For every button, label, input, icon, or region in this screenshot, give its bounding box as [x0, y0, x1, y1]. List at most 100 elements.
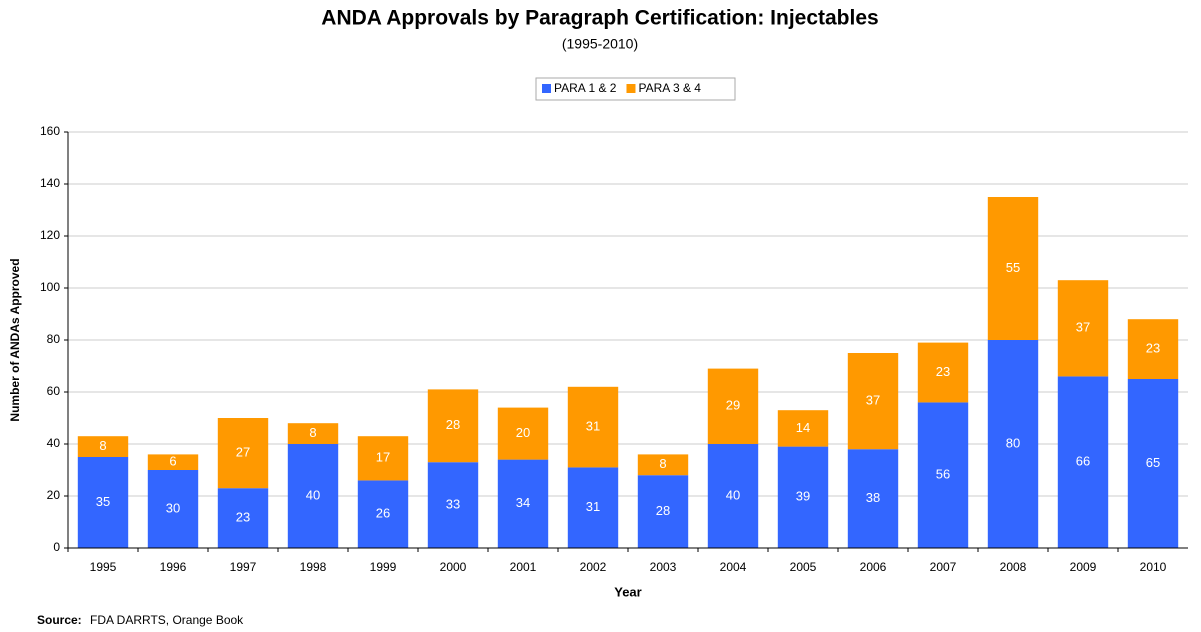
x-tick-label: 2009	[1070, 560, 1097, 574]
y-tick-label: 140	[40, 176, 60, 190]
bar-segment	[777, 446, 829, 548]
bar-segment	[707, 368, 759, 444]
x-tick-label: 2004	[720, 560, 747, 574]
data-label: 14	[796, 420, 810, 435]
x-tick-label: 2001	[510, 560, 537, 574]
bar-segment	[1057, 280, 1109, 377]
data-label: 40	[306, 487, 320, 502]
x-tick-label: 2008	[1000, 560, 1027, 574]
source: FDA DARRTS, Orange Book	[90, 613, 244, 627]
x-tick-label: 1996	[160, 560, 187, 574]
bar-segment	[357, 436, 409, 481]
bar-segment	[287, 423, 339, 444]
legend-swatch	[542, 84, 551, 93]
data-label: 29	[726, 398, 740, 413]
bar-segment	[637, 454, 689, 476]
bar-segment	[917, 402, 969, 548]
data-label: 33	[446, 497, 460, 512]
data-label: 35	[96, 494, 110, 509]
data-label: 37	[866, 393, 880, 408]
y-tick-label: 60	[47, 384, 61, 398]
x-tick-label: 1999	[370, 560, 397, 574]
bar-segment	[1127, 319, 1179, 379]
bar-segment	[777, 410, 829, 447]
data-label: 65	[1146, 455, 1160, 470]
bar-segment	[147, 454, 199, 470]
bar-segment	[357, 480, 409, 548]
data-label: 56	[936, 467, 950, 482]
bar-segment	[217, 488, 269, 548]
bar-segment	[847, 353, 899, 450]
data-label: 28	[446, 417, 460, 432]
x-tick-label: 1998	[300, 560, 327, 574]
data-label: 6	[169, 454, 176, 469]
data-label: 23	[936, 364, 950, 379]
x-tick-label: 1997	[230, 560, 257, 574]
bar-segment	[987, 197, 1039, 340]
data-label: 55	[1006, 260, 1020, 275]
data-label: 23	[236, 510, 250, 525]
chart-subtitle: (1995-2010)	[562, 36, 638, 52]
y-tick-label: 160	[40, 124, 60, 138]
data-label: 8	[659, 456, 666, 471]
legend-label: PARA 3 & 4	[638, 81, 701, 95]
y-tick-label: 40	[47, 436, 61, 450]
x-tick-label: 2007	[930, 560, 957, 574]
data-label: 8	[309, 425, 316, 440]
bar-segment	[77, 436, 129, 457]
data-label: 23	[1146, 341, 1160, 356]
x-axis-title: Year	[614, 584, 641, 599]
data-label: 26	[376, 506, 390, 521]
y-tick-label: 120	[40, 228, 60, 242]
data-label: 38	[866, 490, 880, 505]
legend-box	[535, 77, 736, 101]
data-label: 80	[1006, 435, 1020, 450]
bar-segment	[707, 444, 759, 548]
chart-title: ANDA Approvals by Paragraph Certificatio…	[321, 7, 878, 30]
data-label: 66	[1076, 454, 1090, 469]
y-tick-label: 20	[47, 488, 61, 502]
data-label: 27	[236, 445, 250, 460]
bar-segment	[917, 342, 969, 403]
data-label: 20	[516, 425, 530, 440]
x-tick-label: 2003	[650, 560, 677, 574]
bar-segment	[637, 475, 689, 548]
x-tick-label: 1995	[90, 560, 117, 574]
y-tick-label: 0	[53, 540, 60, 554]
x-tick-label: 2006	[860, 560, 887, 574]
data-label: 30	[166, 500, 180, 515]
bar-segment	[847, 449, 899, 548]
bar-segment	[1127, 379, 1179, 548]
bar-segment	[217, 418, 269, 489]
bar-segment	[77, 457, 129, 548]
data-label: 17	[376, 450, 390, 465]
data-label: 37	[1076, 320, 1090, 335]
y-axis-title: Number of ANDAs Approved	[8, 258, 22, 421]
bar-segment	[567, 467, 619, 548]
data-label: 8	[99, 438, 106, 453]
bar-segment	[567, 386, 619, 468]
bar-segment	[987, 340, 1039, 548]
bar-segment	[427, 462, 479, 548]
data-label: 40	[726, 487, 740, 502]
bar-segment	[287, 444, 339, 548]
x-tick-label: 2005	[790, 560, 817, 574]
x-tick-label: 2010	[1140, 560, 1167, 574]
bar-segment	[497, 459, 549, 548]
legend-label: PARA 1 & 2	[554, 81, 617, 95]
x-tick-label: 2000	[440, 560, 467, 574]
source-label: Source:	[37, 613, 82, 627]
y-tick-label: 80	[47, 332, 61, 346]
bar-segment	[427, 389, 479, 463]
data-label: 28	[656, 503, 670, 518]
data-label: 34	[516, 495, 530, 510]
data-label: 31	[586, 419, 600, 434]
y-tick-label: 100	[40, 280, 60, 294]
bar-segment	[147, 470, 199, 548]
bar-segment	[497, 407, 549, 460]
data-label: 39	[796, 489, 810, 504]
bar-segment	[1057, 376, 1109, 548]
data-label: 31	[586, 499, 600, 514]
legend-swatch	[626, 84, 636, 93]
